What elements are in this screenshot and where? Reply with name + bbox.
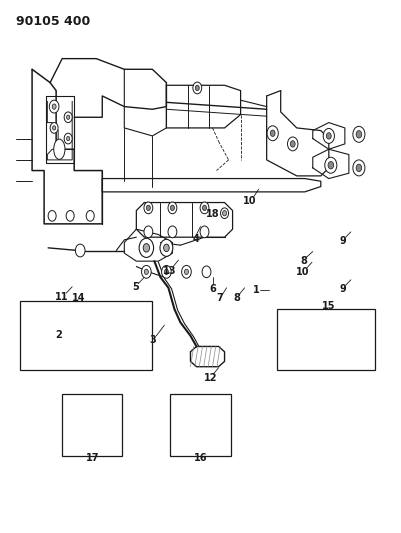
Text: 18: 18: [206, 209, 219, 219]
Text: 3: 3: [150, 335, 156, 345]
Circle shape: [203, 205, 207, 211]
Circle shape: [356, 164, 362, 172]
Circle shape: [182, 265, 191, 278]
Text: 14: 14: [71, 294, 85, 303]
Bar: [277, 309, 375, 370]
Circle shape: [160, 239, 173, 256]
Text: 11: 11: [55, 292, 69, 302]
Circle shape: [326, 133, 331, 139]
Text: 6: 6: [209, 284, 216, 294]
Text: 17: 17: [85, 454, 99, 463]
Circle shape: [64, 133, 72, 144]
Text: 15: 15: [322, 302, 336, 311]
Circle shape: [52, 104, 56, 109]
Circle shape: [323, 128, 334, 143]
Circle shape: [90, 308, 98, 319]
Circle shape: [143, 244, 150, 252]
Text: 8: 8: [233, 294, 240, 303]
Text: 8: 8: [300, 256, 307, 266]
Text: 10: 10: [296, 267, 310, 277]
Circle shape: [184, 269, 188, 274]
Circle shape: [67, 115, 70, 119]
Circle shape: [144, 226, 153, 238]
Circle shape: [193, 82, 202, 94]
Circle shape: [67, 136, 70, 141]
Text: 9: 9: [340, 237, 346, 246]
Circle shape: [202, 266, 211, 278]
Circle shape: [146, 205, 150, 211]
Text: 9: 9: [340, 285, 346, 294]
Circle shape: [168, 202, 177, 214]
Text: 7: 7: [217, 294, 223, 303]
Circle shape: [139, 238, 154, 257]
Circle shape: [48, 211, 56, 221]
Circle shape: [303, 336, 309, 344]
Circle shape: [221, 208, 229, 219]
Circle shape: [64, 112, 72, 123]
Circle shape: [270, 130, 275, 136]
Circle shape: [200, 202, 209, 214]
Text: 1: 1: [253, 286, 259, 295]
Circle shape: [144, 202, 153, 214]
Text: 4: 4: [193, 234, 200, 244]
Bar: [62, 394, 122, 456]
Circle shape: [267, 126, 278, 141]
Circle shape: [353, 126, 365, 142]
Circle shape: [75, 244, 85, 257]
Text: 16: 16: [194, 454, 207, 463]
Circle shape: [66, 211, 74, 221]
Circle shape: [356, 131, 362, 138]
Text: 12: 12: [204, 374, 217, 383]
Circle shape: [90, 350, 98, 361]
Text: 10: 10: [243, 197, 256, 206]
Text: 13: 13: [163, 266, 177, 276]
Circle shape: [81, 407, 90, 419]
Circle shape: [142, 265, 151, 278]
Circle shape: [86, 211, 94, 221]
Circle shape: [189, 410, 212, 440]
Text: 2: 2: [55, 330, 61, 340]
Circle shape: [168, 226, 177, 238]
Circle shape: [353, 160, 365, 176]
Circle shape: [164, 244, 169, 252]
Bar: [20, 301, 152, 370]
Circle shape: [144, 269, 148, 274]
Circle shape: [164, 269, 168, 274]
Circle shape: [49, 100, 59, 113]
Bar: [170, 394, 231, 456]
Text: 5: 5: [132, 282, 138, 292]
Circle shape: [328, 161, 334, 169]
Circle shape: [83, 410, 87, 416]
Circle shape: [195, 418, 206, 433]
Ellipse shape: [54, 139, 65, 159]
Circle shape: [50, 123, 58, 133]
Text: 90105 400: 90105 400: [16, 15, 90, 28]
Circle shape: [200, 226, 209, 238]
Circle shape: [325, 157, 337, 173]
Circle shape: [223, 211, 227, 216]
Circle shape: [195, 85, 199, 91]
Circle shape: [300, 332, 312, 349]
Circle shape: [288, 137, 298, 151]
Circle shape: [162, 265, 171, 278]
Circle shape: [290, 141, 295, 147]
Circle shape: [53, 126, 56, 130]
Circle shape: [170, 205, 174, 211]
